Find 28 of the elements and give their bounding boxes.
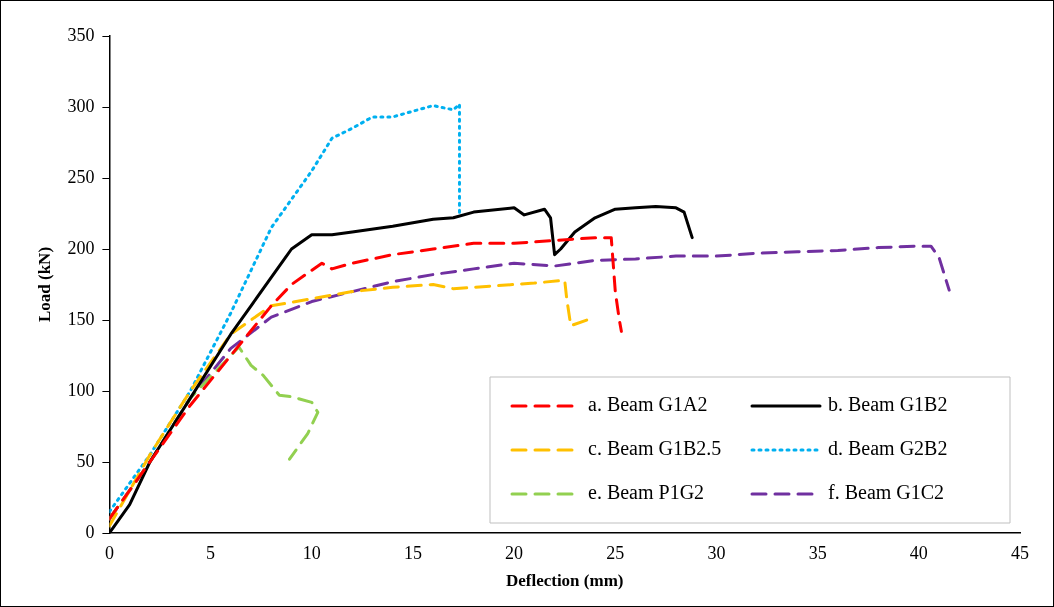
legend-label: c. Beam G1B2.5 bbox=[588, 437, 722, 460]
legend-label: e. Beam P1G2 bbox=[588, 481, 705, 504]
legend-label: b. Beam G1B2 bbox=[828, 393, 948, 416]
y-tick-label: 250 bbox=[67, 166, 95, 187]
y-tick-label: 0 bbox=[85, 521, 95, 542]
x-tick-label: 0 bbox=[104, 542, 114, 563]
y-tick-label: 50 bbox=[76, 450, 95, 471]
x-tick-label: 10 bbox=[302, 542, 321, 563]
y-tick-label: 350 bbox=[67, 24, 95, 45]
x-tick-label: 30 bbox=[707, 542, 726, 563]
x-tick-label: 5 bbox=[206, 542, 216, 563]
line-series bbox=[109, 278, 589, 528]
y-tick-label: 200 bbox=[67, 237, 95, 258]
legend-label: d. Beam G2B2 bbox=[828, 437, 948, 460]
x-tick-label: 15 bbox=[403, 542, 422, 563]
y-axis-title: Load (kN) bbox=[34, 246, 54, 323]
x-tick-label: 40 bbox=[909, 542, 928, 563]
y-tick-label: 150 bbox=[67, 308, 95, 329]
x-tick-label: 20 bbox=[505, 542, 524, 563]
legend-label: a. Beam G1A2 bbox=[588, 393, 708, 416]
x-tick-label: 45 bbox=[1011, 542, 1029, 563]
y-tick-label: 300 bbox=[67, 95, 95, 116]
legend-label: f. Beam G1C2 bbox=[828, 481, 945, 504]
x-axis-title: Deflection (mm) bbox=[505, 571, 624, 591]
x-tick-label: 25 bbox=[606, 542, 625, 563]
y-tick-label: 100 bbox=[67, 379, 95, 400]
x-tick-label: 35 bbox=[808, 542, 827, 563]
line-series bbox=[109, 102, 461, 514]
